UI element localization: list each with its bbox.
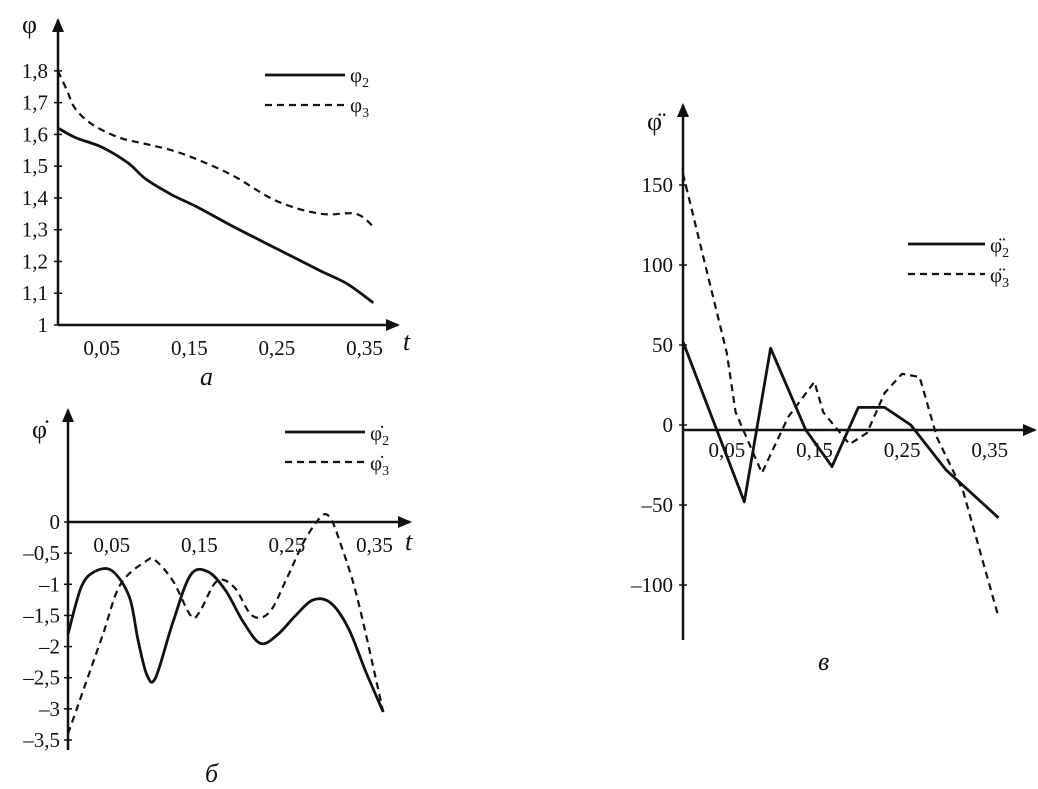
y-tick-label: –1,5 (22, 603, 60, 627)
y-tick-label: 1,4 (22, 186, 49, 210)
y-tick-label: 1,3 (22, 218, 48, 242)
legend: φ̈2 φ̈3 (908, 233, 1009, 291)
legend-symbol: φ̈ (990, 263, 1005, 287)
x-tick-label: 0,15 (171, 336, 208, 360)
series-line-1 (681, 173, 1000, 618)
x-tick-label: 0,35 (356, 533, 393, 557)
y-tick-label: –1 (38, 572, 60, 596)
legend-label-1: φ̈3 (990, 263, 1009, 291)
x-axis-label: t (403, 327, 411, 356)
series-line-1 (66, 512, 385, 735)
legend-label-0: φ̇2 (370, 421, 389, 449)
x-tick-label: 0,25 (269, 533, 306, 557)
panel-caption: а (200, 362, 213, 391)
y-tick-label: 1,8 (22, 59, 48, 83)
legend-label-0: φ̈2 (990, 233, 1009, 261)
chart-panel-b: φ̇ t б φ̇2 φ̇3 0,05 0,15 0,25 0,350–0,5–1–1… (22, 408, 413, 788)
y-tick-label: 0 (50, 510, 61, 534)
panel-caption: б (205, 759, 219, 788)
x-tick-label: 0,25 (884, 438, 921, 462)
y-tick-label: 1,6 (22, 122, 48, 146)
legend-label-1: φ̇3 (370, 451, 389, 479)
x-axis-label: t (405, 527, 413, 556)
y-tick-label: 1,5 (22, 154, 48, 178)
series-line-0 (66, 567, 385, 713)
y-tick-label: –2 (38, 635, 60, 659)
legend: φ2 φ3 (265, 63, 369, 121)
legend-subscript: 3 (362, 106, 369, 121)
legend: φ̇2 φ̇3 (285, 421, 389, 479)
legend-symbol: φ (350, 63, 362, 87)
legend-subscript: 2 (362, 76, 369, 91)
legend-subscript: 3 (382, 464, 389, 479)
legend-symbol: φ̈ (990, 233, 1005, 257)
y-tick-label: 1,7 (22, 91, 48, 115)
y-tick-label: 0 (663, 413, 674, 437)
legend-subscript: 3 (1002, 276, 1009, 291)
legend-label-1: φ3 (350, 93, 369, 121)
x-tick-label: 0,15 (181, 533, 218, 557)
y-tick-label: –100 (630, 573, 673, 597)
legend-subscript: 2 (382, 434, 389, 449)
series-line-0 (57, 126, 375, 304)
x-tick-label: 0,05 (83, 336, 120, 360)
y-tick-label: 150 (642, 173, 674, 197)
y-axis-label: φ (22, 10, 37, 39)
legend-symbol: φ̇ (370, 421, 384, 445)
x-tick-label: 0,05 (93, 533, 130, 557)
panel-caption: в (818, 647, 829, 676)
y-tick-label: –3 (38, 697, 60, 721)
chart-panel-c: φ̈ в φ̈2 φ̈3 0,05 0,15 0,25 0,35150100500–5… (630, 103, 1037, 676)
chart-panel-a: φ t а φ2 φ3 0,05 0,15 0,25 0,3511,11,21,31,… (22, 10, 411, 391)
y-axis-label: φ̈ (647, 107, 666, 136)
x-tick-label: 0,35 (971, 438, 1008, 462)
y-tick-label: 1,1 (22, 281, 48, 305)
series-line-1 (57, 70, 374, 228)
y-tick-label: –0,5 (22, 541, 60, 565)
y-tick-label: –50 (641, 493, 674, 517)
series-line-0 (681, 341, 1000, 519)
y-tick-label: –3,5 (22, 728, 60, 752)
x-tick-label: 0,35 (346, 336, 383, 360)
legend-symbol: φ (350, 93, 362, 117)
legend-symbol: φ̇ (370, 451, 384, 475)
y-axis-label: φ̇ (32, 415, 49, 444)
x-tick-label: 0,25 (259, 336, 296, 360)
y-tick-label: 1,2 (22, 249, 48, 273)
y-tick-label: 50 (652, 333, 673, 357)
y-tick-label: 100 (642, 253, 674, 277)
legend-label-0: φ2 (350, 63, 369, 91)
y-tick-label: –2,5 (22, 666, 60, 690)
legend-subscript: 2 (1002, 246, 1009, 261)
y-tick-label: 1 (38, 313, 49, 337)
